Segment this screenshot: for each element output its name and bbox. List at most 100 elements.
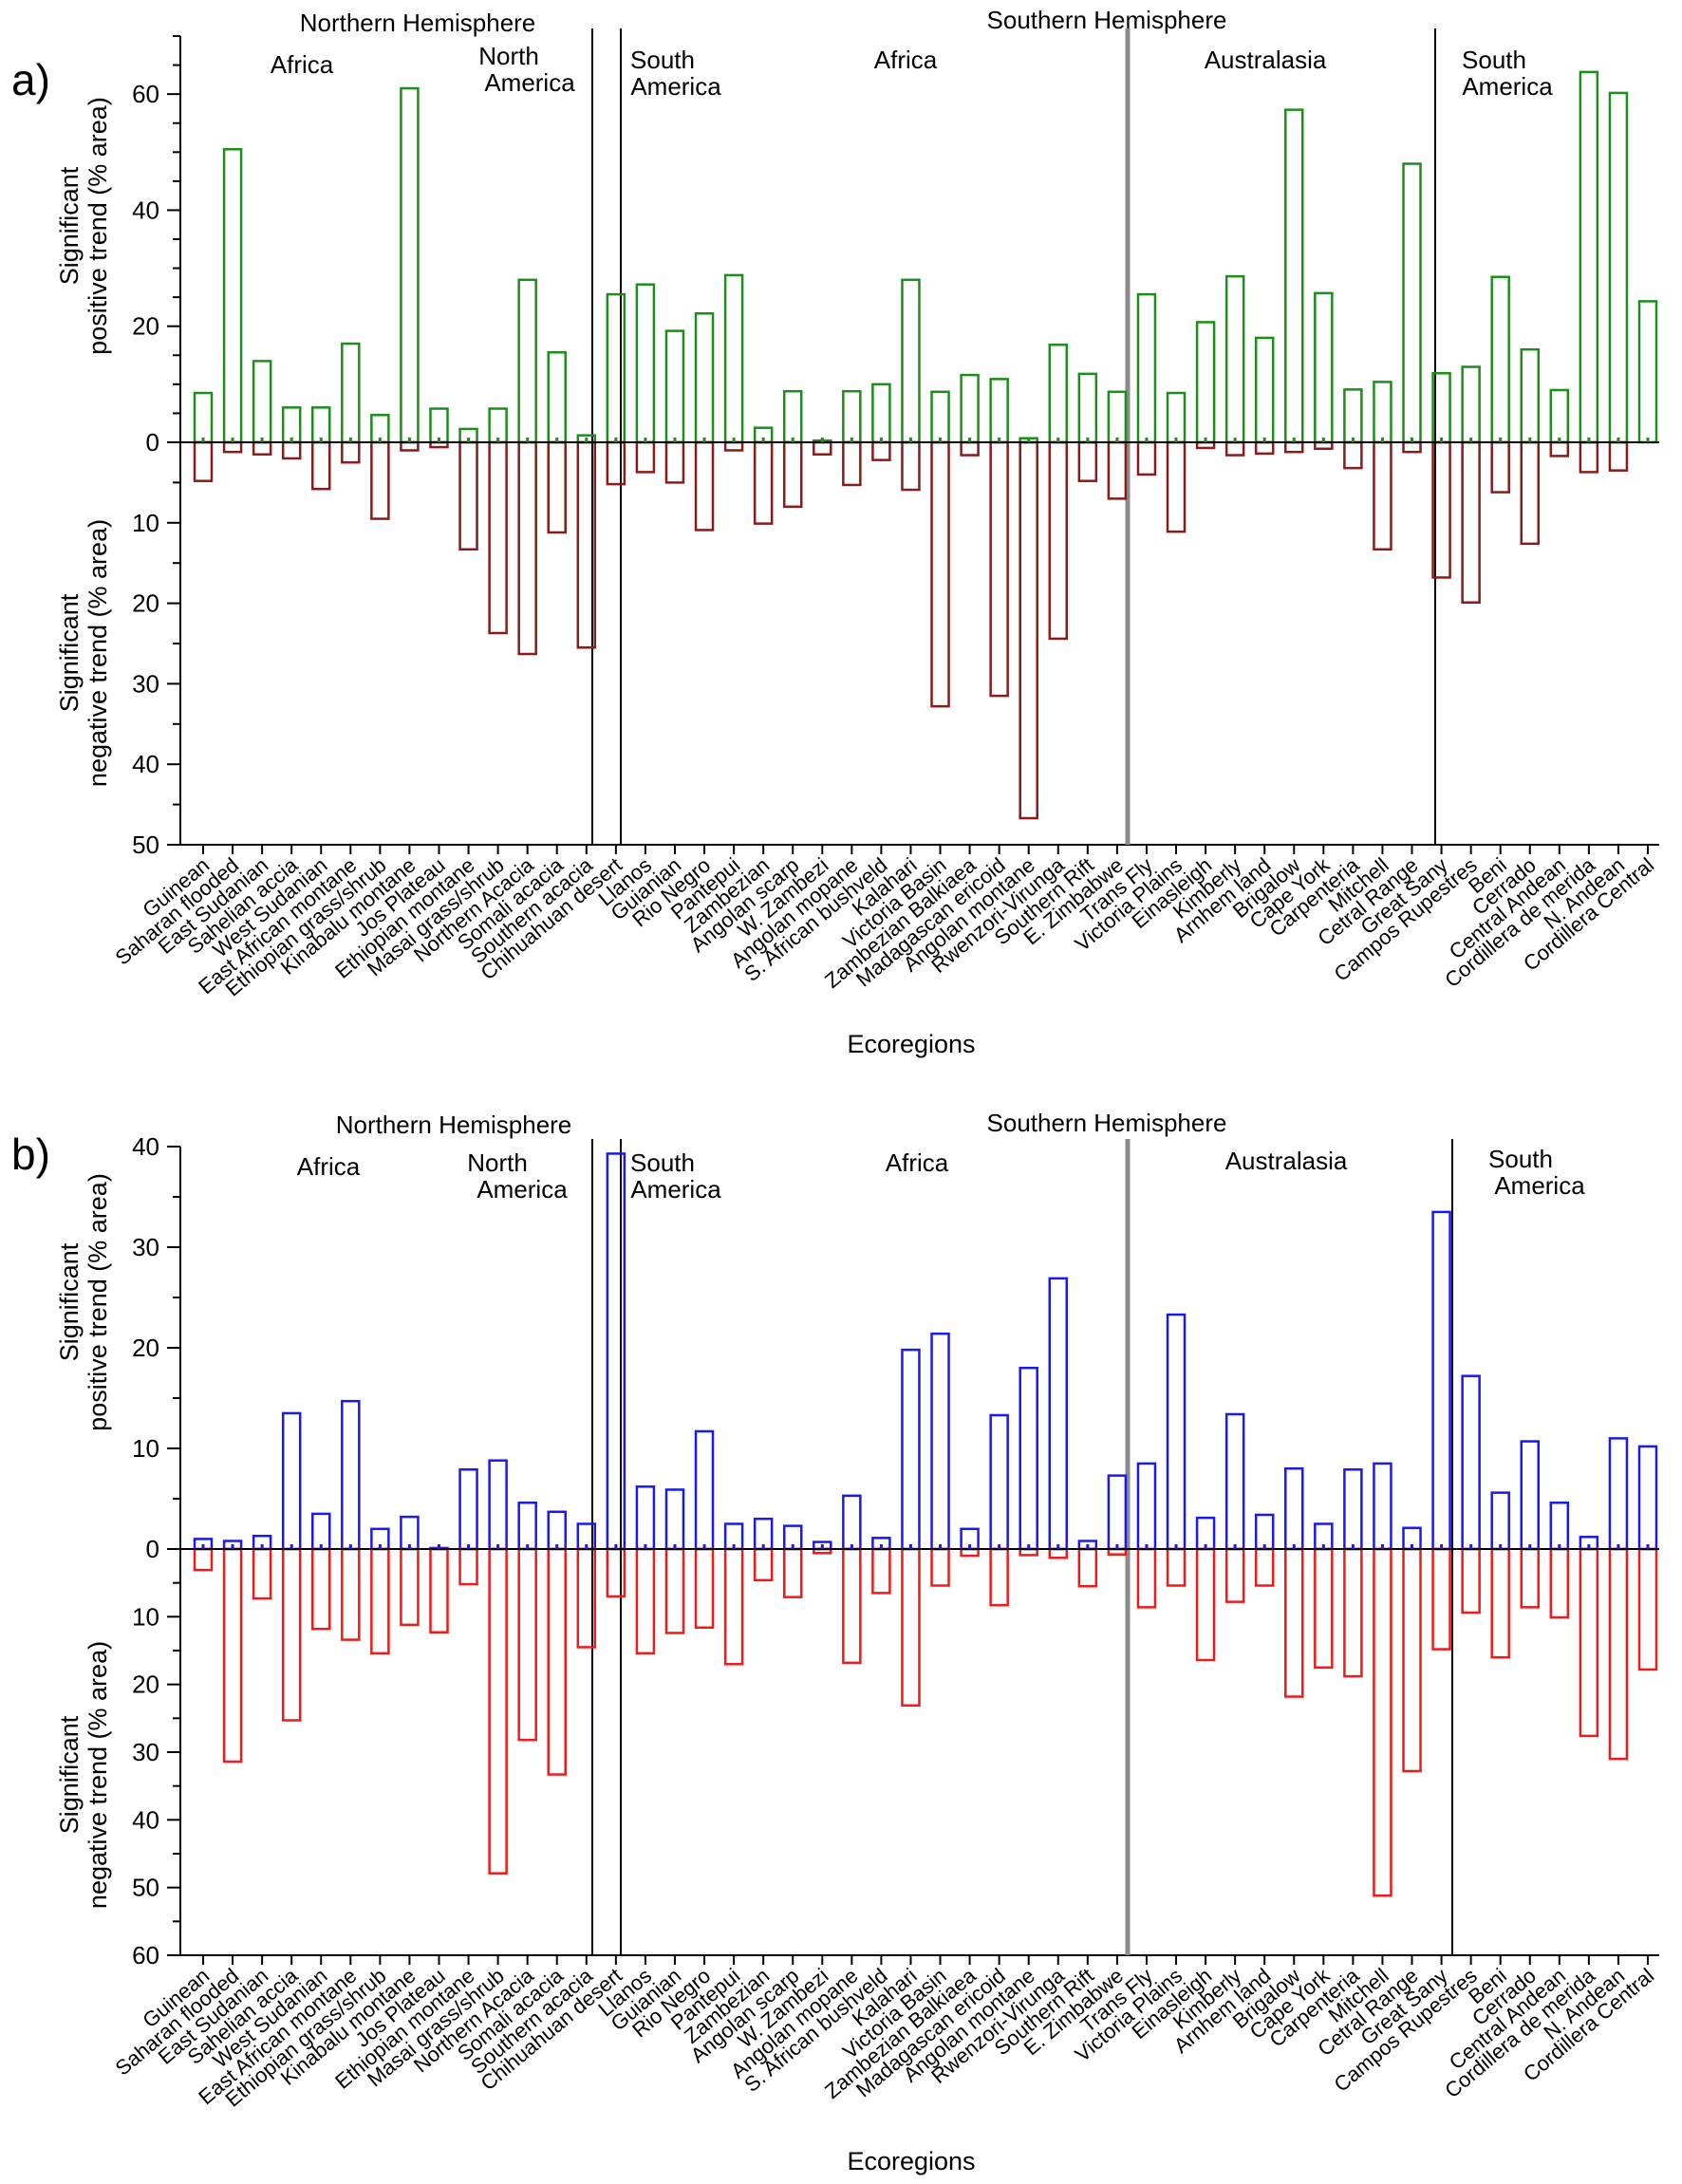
negative-bar: [310, 440, 331, 491]
positive-bar: [1107, 390, 1128, 444]
panel-b-ylabel-positive: Significant: [55, 1242, 84, 1361]
positive-bar: [1520, 1440, 1541, 1551]
positive-bar: [222, 147, 243, 444]
panel-a-ylabel-negative: Significant: [55, 593, 84, 712]
y-tick-label: 20: [132, 312, 159, 341]
negative-bar: [341, 1547, 361, 1641]
positive-bar: [1136, 292, 1157, 444]
negative-bar: [930, 440, 950, 708]
negative-bar: [370, 440, 390, 520]
panel-b-region-label: America: [630, 1175, 721, 1204]
negative-bar: [1284, 440, 1304, 454]
negative-bar: [547, 1547, 567, 1776]
negative-bar: [723, 1547, 744, 1666]
negative-bar: [458, 1547, 478, 1586]
positive-bar: [1461, 365, 1481, 444]
positive-bar: [1549, 388, 1570, 444]
panel-a: a) Northern Hemisphere Southern Hemisphe…: [11, 6, 1659, 1058]
y-tick-label: 0: [146, 1535, 159, 1563]
positive-bar: [281, 406, 302, 444]
negative-bar: [1314, 1547, 1334, 1670]
negative-bar: [871, 1547, 891, 1595]
negative-bar: [547, 440, 567, 534]
positive-bar: [252, 360, 272, 444]
negative-bar: [1343, 1547, 1363, 1678]
negative-bar: [1166, 440, 1187, 533]
panel-a-hemisphere-south: Southern Hemisphere: [987, 6, 1227, 34]
positive-bar: [694, 312, 715, 444]
positive-bar: [1166, 391, 1187, 444]
positive-bar: [1431, 1210, 1451, 1551]
negative-bar: [1461, 1547, 1481, 1615]
positive-bar: [517, 1501, 537, 1551]
positive-bar: [989, 1413, 1009, 1551]
panel-b-region-label: America: [1494, 1171, 1585, 1200]
y-tick-label: 50: [132, 1874, 159, 1902]
positive-bar: [1284, 108, 1304, 444]
panel-b-xlabel: Ecoregions: [847, 2147, 975, 2175]
positive-bar: [400, 1515, 420, 1551]
positive-bar: [1608, 1437, 1629, 1551]
positive-bar: [930, 390, 950, 444]
negative-bar: [1224, 1547, 1245, 1603]
negative-bar: [429, 1547, 449, 1633]
positive-bar: [1048, 1277, 1069, 1551]
negative-bar: [960, 1547, 980, 1558]
panel-b-region-label: North: [467, 1148, 528, 1177]
negative-bar: [1490, 1547, 1510, 1659]
negative-bar: [1284, 1547, 1304, 1698]
panel-b-ylabel-negative: negative trend (% area): [84, 1641, 112, 1909]
positive-bar: [1343, 1468, 1363, 1551]
panel-a-region-label: Australasia: [1205, 46, 1327, 74]
positive-bar: [606, 292, 626, 444]
negative-bar: [1077, 1547, 1098, 1588]
panel-b-region-label: Australasia: [1225, 1147, 1348, 1175]
positive-bar: [1284, 1466, 1304, 1551]
negative-bar: [1373, 440, 1392, 551]
positive-bar: [310, 406, 331, 444]
negative-bar: [694, 1547, 715, 1629]
negative-bar: [1224, 440, 1245, 457]
positive-bar: [664, 1488, 685, 1551]
positive-bar: [1373, 1462, 1392, 1551]
y-tick-label: 60: [132, 80, 159, 108]
panel-b-ylabel-positive: positive trend (% area): [84, 1173, 112, 1431]
positive-bar: [1048, 344, 1069, 444]
negative-bar: [635, 440, 656, 474]
positive-bar: [723, 273, 744, 444]
positive-bar: [694, 1429, 715, 1551]
negative-bar: [606, 1547, 626, 1598]
negative-bar: [1520, 440, 1541, 546]
negative-bar: [782, 440, 803, 509]
panel-a-ylabel-positive: positive trend (% area): [84, 97, 112, 355]
panel-a-label: a): [11, 55, 50, 104]
negative-bar: [222, 440, 243, 454]
y-tick-label: 60: [132, 1941, 159, 1969]
positive-bar: [842, 389, 862, 444]
panel-b-ylabel-negative: Significant: [55, 1715, 84, 1834]
negative-bar: [281, 1547, 302, 1722]
y-tick-label: 30: [132, 1738, 159, 1766]
y-tick-label: 40: [132, 196, 159, 224]
positive-bar: [458, 1468, 478, 1551]
negative-bar: [400, 440, 420, 452]
negative-bar: [517, 440, 537, 656]
negative-bar: [1637, 1547, 1658, 1671]
negative-bar: [901, 1547, 921, 1708]
negative-bar: [1402, 1547, 1422, 1773]
panel-a-region-label: Africa: [271, 50, 334, 79]
negative-bar: [1107, 440, 1128, 500]
negative-bar: [664, 440, 685, 484]
negative-bar: [930, 1547, 950, 1587]
panel-a-region-label: America: [630, 72, 721, 101]
negative-bar: [193, 1547, 214, 1572]
positive-bar: [871, 383, 891, 444]
positive-bar: [1195, 321, 1216, 444]
panel-a-region-label: America: [1462, 72, 1553, 101]
positive-bar: [1107, 1474, 1128, 1551]
negative-bar: [1579, 1547, 1599, 1738]
negative-bar: [989, 440, 1009, 698]
y-tick-label: 30: [132, 1233, 159, 1261]
positive-bar: [1402, 162, 1422, 444]
positive-bar: [1343, 388, 1363, 444]
